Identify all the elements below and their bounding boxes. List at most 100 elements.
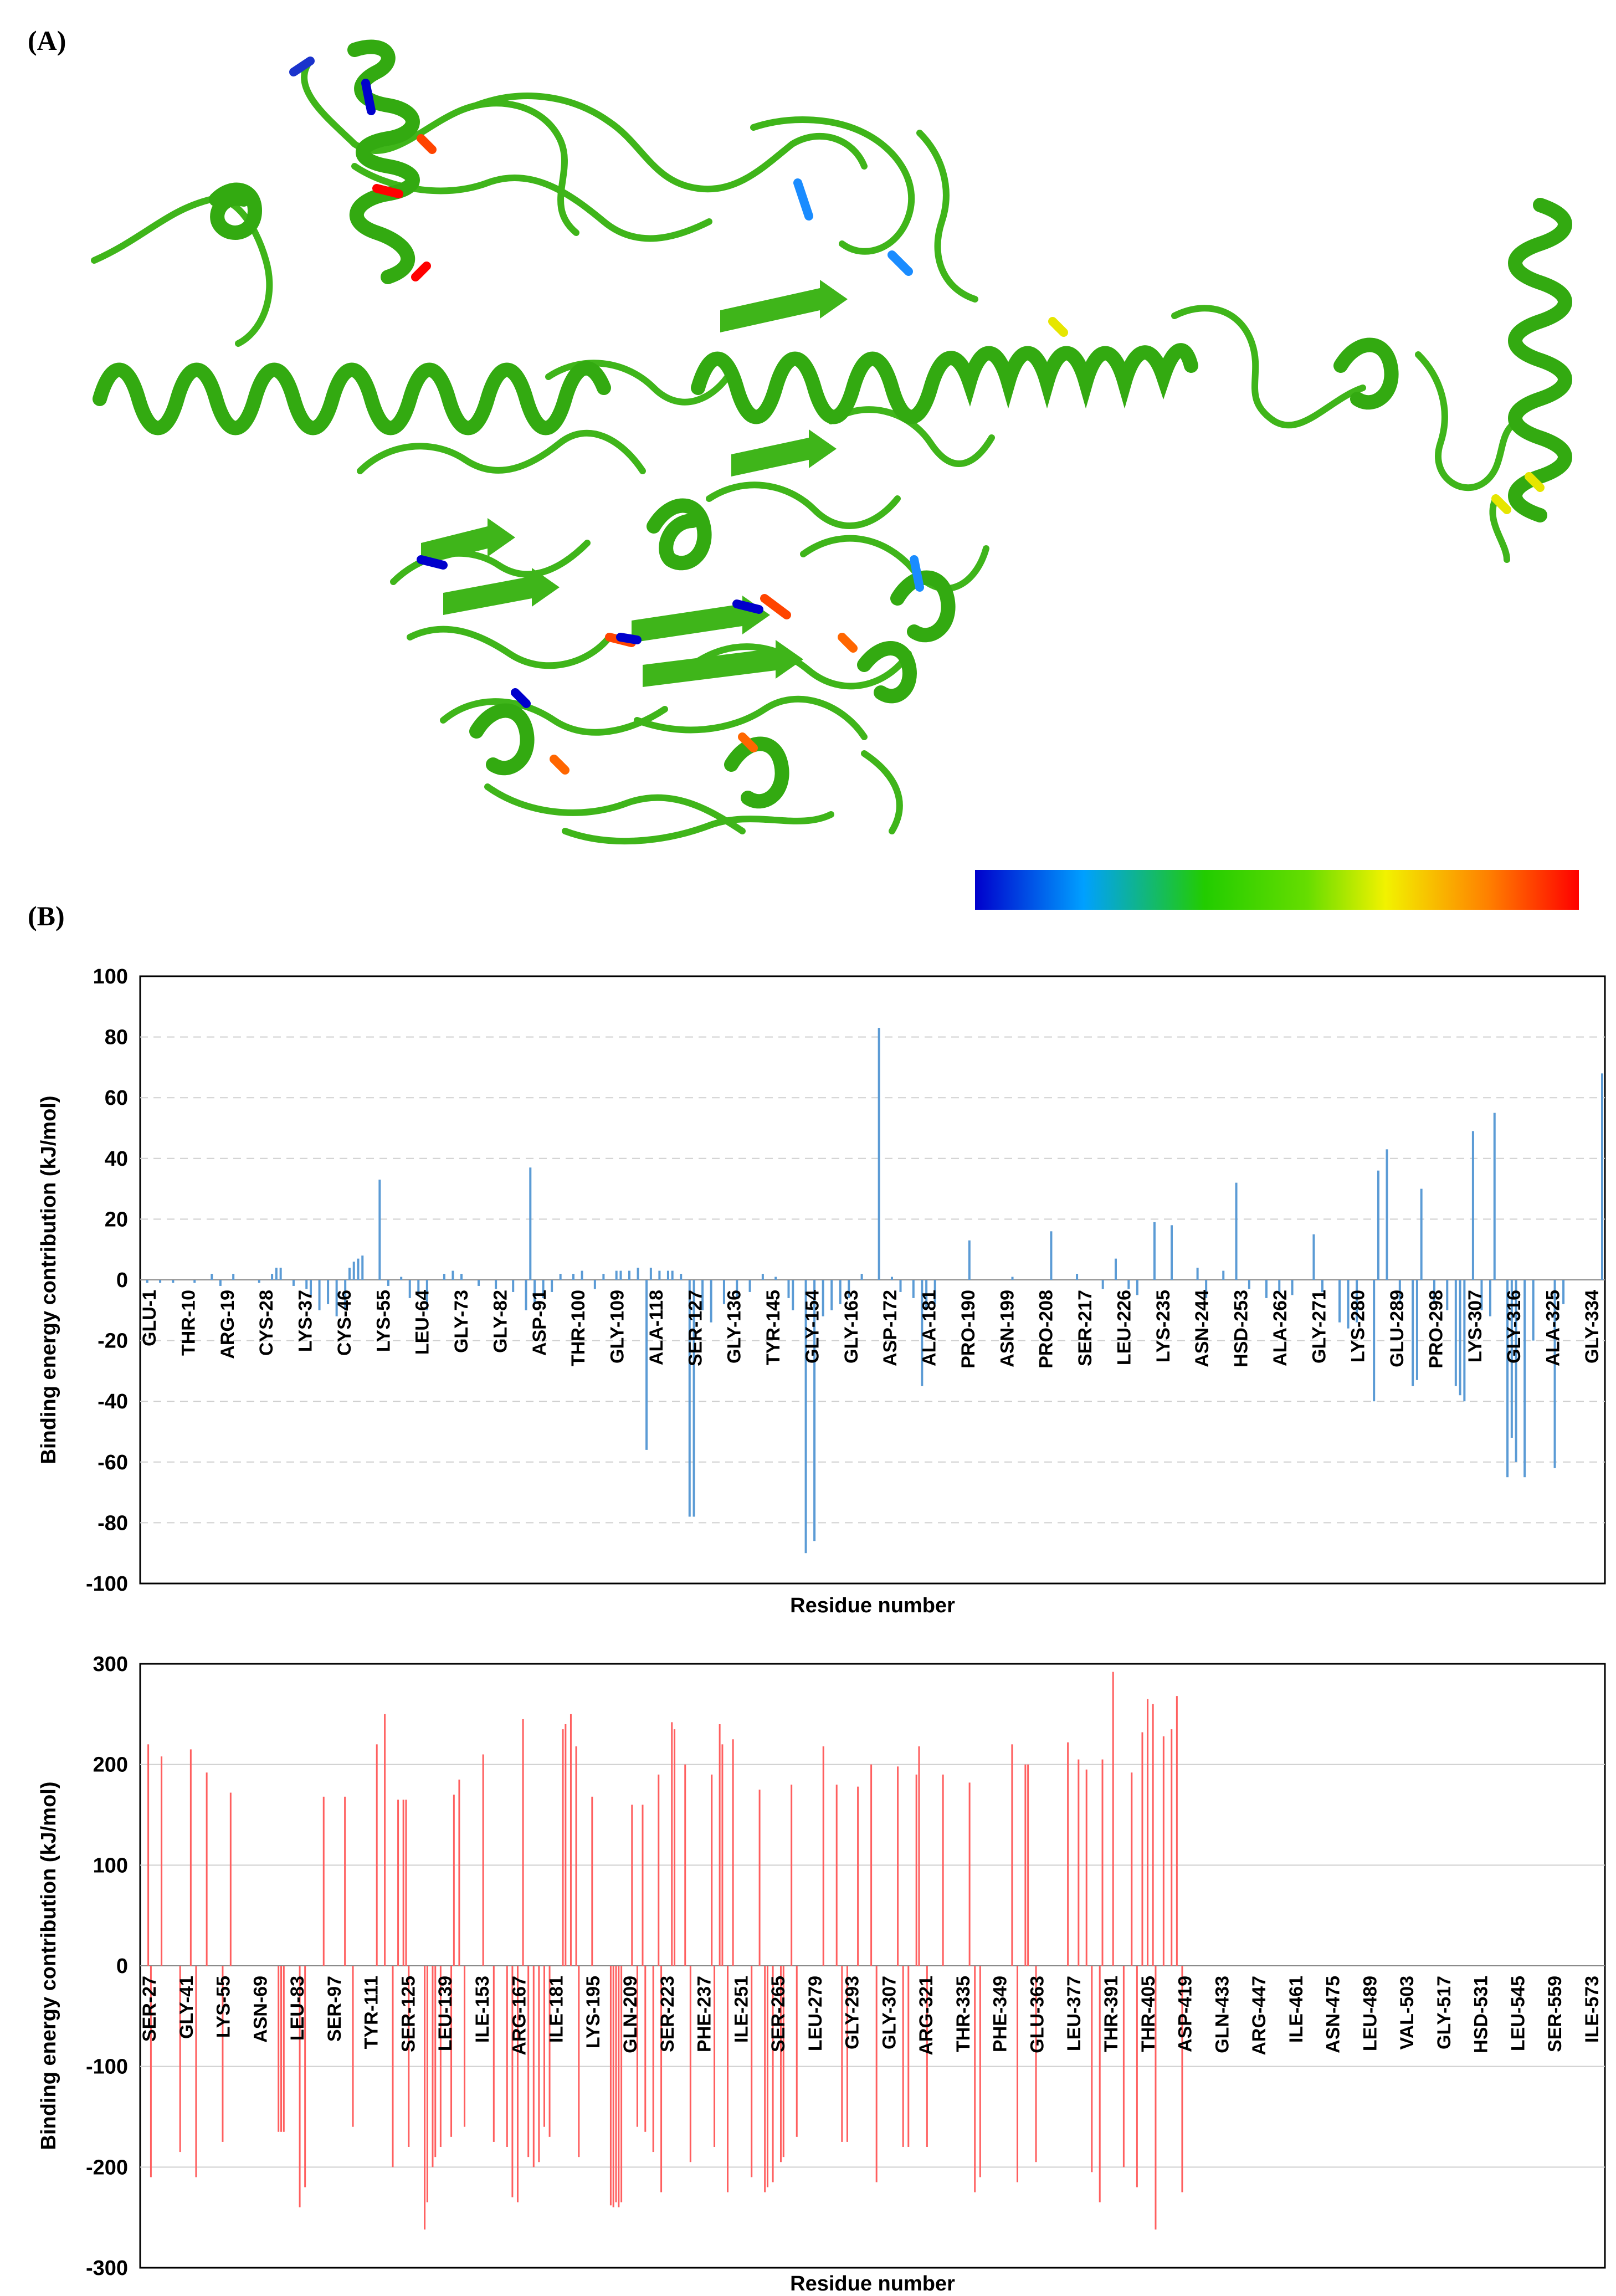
energy-bar — [575, 1746, 577, 1966]
energy-bar — [335, 1280, 338, 1316]
energy-bar — [1459, 1280, 1461, 1396]
y-tick-label: 100 — [93, 1854, 128, 1877]
x-tick-label: GLY-163 — [841, 1290, 862, 1364]
energy-bar — [219, 1280, 222, 1286]
energy-bar — [732, 1739, 734, 1966]
energy-bar — [1235, 1182, 1238, 1280]
energy-bar — [761, 1274, 764, 1280]
energy-bar — [211, 1274, 213, 1280]
energy-bar — [721, 1744, 724, 1966]
x-tick-label: ARG-19 — [217, 1290, 238, 1359]
energy-bar — [1222, 1270, 1225, 1280]
y-tick-label: 20 — [105, 1208, 128, 1231]
energy-bar — [318, 1280, 321, 1310]
x-tick-label: SER-27 — [139, 1976, 160, 2042]
energy-bar — [525, 1280, 527, 1310]
x-tick-label: TYR-145 — [763, 1290, 784, 1365]
energy-bar — [674, 1729, 676, 1966]
energy-bar — [593, 1280, 596, 1289]
energy-bar — [439, 1966, 442, 2147]
protein-cartoon-ribbon-structure — [91, 39, 1572, 845]
x-tick-label: GLY-154 — [802, 1290, 823, 1364]
energy-bar — [195, 1966, 197, 2177]
y-tick-label: -100 — [86, 2056, 128, 2079]
energy-bar — [974, 1966, 976, 2192]
energy-bar — [830, 1280, 833, 1310]
energy-bar — [968, 1782, 971, 1966]
energy-bar — [779, 1966, 782, 2162]
x-tick-label: LEU-139 — [435, 1976, 456, 2051]
x-tick-label: GLY-41 — [176, 1976, 197, 2039]
x-tick-label: ARG-321 — [916, 1976, 937, 2056]
energy-bar — [774, 1277, 777, 1280]
x-tick-label: LYS-195 — [583, 1976, 604, 2048]
energy-bar — [658, 1774, 660, 1966]
x-tick-label: LYS-307 — [1465, 1290, 1486, 1362]
energy-bar — [1463, 1280, 1466, 1402]
y-tick-label: 0 — [116, 1955, 128, 1978]
energy-bar — [912, 1280, 915, 1298]
y-tick-label: -40 — [98, 1390, 128, 1413]
energy-bar — [1131, 1772, 1133, 1966]
energy-bar — [1562, 1280, 1565, 1304]
energy-bar — [631, 1805, 633, 1966]
energy-bar — [532, 1966, 535, 2167]
energy-bar — [926, 1966, 928, 2147]
energy-bar — [1321, 1280, 1323, 1292]
energy-bar — [680, 1274, 683, 1280]
x-tick-label: GLN-209 — [620, 1976, 641, 2053]
energy-bar — [1176, 1696, 1178, 1966]
energy-bar — [620, 1966, 623, 2202]
energy-bar — [921, 1280, 924, 1386]
energy-bar — [1377, 1170, 1379, 1280]
x-tick-label: ALA-118 — [646, 1290, 667, 1365]
energy-bar — [361, 1255, 364, 1280]
energy-bar — [402, 1800, 404, 1966]
energy-bar — [1347, 1280, 1350, 1329]
x-tick-label: GLY-73 — [451, 1290, 472, 1353]
energy-bar — [310, 1280, 312, 1295]
energy-bar — [1373, 1280, 1376, 1402]
energy-bar — [1122, 1966, 1125, 2167]
energy-bar — [714, 1966, 716, 2147]
x-tick-label: PHE-237 — [694, 1976, 715, 2052]
energy-bar — [147, 1744, 150, 1966]
energy-bar — [899, 1280, 902, 1292]
energy-bar — [1024, 1764, 1027, 1966]
energy-bar — [1471, 1131, 1474, 1280]
x-tick-label: LEU-83 — [287, 1976, 308, 2041]
energy-bar — [344, 1280, 347, 1310]
energy-bar — [835, 1785, 838, 1966]
energy-bar — [1099, 1966, 1101, 2202]
x-tick-label: LYS-37 — [295, 1290, 316, 1352]
x-tick-label: SER-125 — [398, 1976, 419, 2052]
energy-bar — [1412, 1280, 1414, 1386]
color-scale-bar — [975, 870, 1579, 910]
energy-bar — [543, 1966, 545, 2127]
energy-bar — [283, 1966, 285, 2132]
energy-bar — [322, 1796, 325, 1966]
energy-bar — [452, 1270, 454, 1280]
energy-bar — [748, 1280, 751, 1292]
energy-bar — [1415, 1280, 1418, 1380]
energy-bar — [907, 1966, 910, 2147]
x-tick-label: VAL-503 — [1397, 1976, 1418, 2050]
energy-bar — [432, 1966, 434, 2167]
energy-bar — [890, 1277, 893, 1280]
energy-bar — [387, 1280, 389, 1286]
energy-bar — [1011, 1744, 1013, 1966]
energy-bar — [1050, 1231, 1053, 1280]
energy-bar — [1171, 1225, 1173, 1280]
energy-bar — [161, 1756, 163, 1966]
x-tick-label: ILE-251 — [731, 1976, 752, 2043]
energy-bar — [1076, 1274, 1079, 1280]
x-tick-label: THR-335 — [953, 1976, 974, 2052]
x-tick-label: GLU-1 — [139, 1290, 160, 1346]
energy-bar — [719, 1724, 721, 1966]
energy-bar — [1085, 1769, 1087, 1966]
energy-bar — [179, 1966, 181, 2152]
x-tick-label: GLY-271 — [1309, 1290, 1330, 1364]
energy-bar — [305, 1280, 308, 1289]
x-tick-label: LYS-55 — [373, 1290, 394, 1352]
x-tick-label: GLU-289 — [1387, 1290, 1408, 1367]
